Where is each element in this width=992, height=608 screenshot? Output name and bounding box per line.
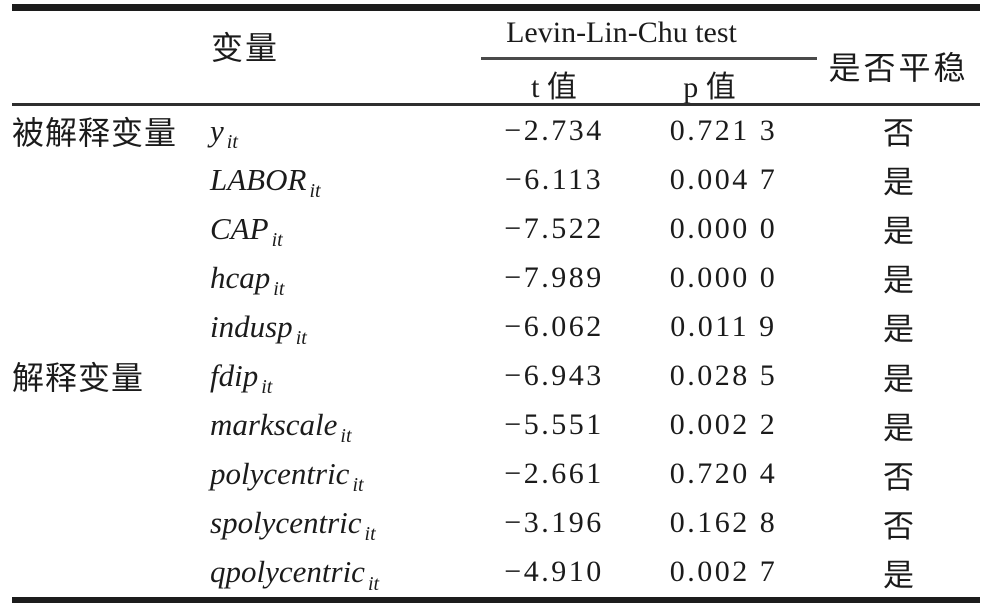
variable-subscript: it <box>271 228 283 251</box>
variable-cell: markscale it <box>210 407 478 446</box>
variable-cell: fdip it <box>210 358 478 397</box>
variable-subscript: it <box>352 474 364 497</box>
variable-name: CAP <box>210 210 269 246</box>
variable-name: polycentric <box>210 456 350 492</box>
p-value-cell: 0.002 7 <box>669 555 778 589</box>
t-value-cell: −6.062 <box>504 309 604 343</box>
variable-name: spolycentric <box>210 505 362 541</box>
variable-subscript: it <box>226 130 238 153</box>
variable-name: fdip <box>210 358 259 394</box>
p-value-cell: 0.028 5 <box>669 359 778 393</box>
variable-name: y <box>210 112 224 148</box>
t-value-cell: −4.910 <box>504 555 604 589</box>
table-row: qpolycentric it −4.910 0.002 7 是 <box>12 548 980 597</box>
t-value-cell: −7.522 <box>504 211 604 245</box>
variable-subscript: it <box>309 179 321 202</box>
t-value-cell: −2.661 <box>504 457 604 491</box>
category-cell: 解释变量 <box>12 360 145 397</box>
stationary-cell: 是 <box>883 410 914 446</box>
variable-cell: spolycentric it <box>210 505 478 544</box>
stationary-cell: 是 <box>883 312 914 348</box>
variable-cell: y it <box>210 112 478 152</box>
variable-cell: indusp it <box>210 308 478 348</box>
table-row: polycentric it −2.661 0.720 4 否 <box>12 450 980 499</box>
variable-subscript: it <box>273 278 285 301</box>
stationary-cell: 是 <box>883 263 914 299</box>
table-row: hcap it −7.989 0.000 0 是 <box>12 253 980 302</box>
table-row: markscale it −5.551 0.002 2 是 <box>12 401 980 450</box>
bottom-rule <box>12 597 980 603</box>
table-body: 被解释变量 y it −2.734 0.721 3 否 LABOR it −6.11… <box>12 106 980 597</box>
header-t-value: t 值 <box>531 71 577 104</box>
t-value-cell: −3.196 <box>504 506 604 540</box>
stationary-cell: 否 <box>883 508 914 544</box>
variable-name: hcap <box>210 259 271 295</box>
stationary-cell: 是 <box>883 214 914 250</box>
p-value-cell: 0.720 4 <box>669 457 778 491</box>
table-row: LABOR it −6.113 0.004 7 是 <box>12 155 980 204</box>
variable-subscript: it <box>295 327 307 350</box>
header-p-value: p 值 <box>683 71 736 104</box>
t-value-cell: −2.734 <box>504 113 604 147</box>
variable-name: LABOR <box>210 161 307 197</box>
variable-subscript: it <box>340 425 352 448</box>
variable-name: markscale <box>210 407 338 443</box>
variable-subscript: it <box>261 376 273 399</box>
variable-cell: polycentric it <box>210 456 478 495</box>
header-variable: 变量 <box>210 30 279 66</box>
category-cell: 被解释变量 <box>12 114 178 151</box>
t-value-cell: −5.551 <box>504 408 604 442</box>
table-row: 解释变量 fdip it −6.943 0.028 5 是 <box>12 351 980 400</box>
variable-subscript: it <box>367 572 380 595</box>
p-value-cell: 0.011 9 <box>670 309 777 343</box>
stationary-cell: 是 <box>883 557 914 593</box>
variable-cell: LABOR it <box>210 161 478 201</box>
table-row: spolycentric it −3.196 0.162 8 否 <box>12 499 980 548</box>
variable-name: indusp <box>210 308 293 344</box>
stationary-cell: 是 <box>883 361 914 397</box>
stationary-cell: 否 <box>883 116 914 152</box>
t-value-cell: −7.989 <box>504 260 604 294</box>
p-value-cell: 0.000 0 <box>669 211 778 245</box>
p-value-cell: 0.162 8 <box>669 506 778 540</box>
variable-cell: hcap it <box>210 259 478 299</box>
p-value-cell: 0.002 2 <box>669 408 778 442</box>
header-rule <box>12 103 980 106</box>
stationary-cell: 否 <box>883 459 914 495</box>
t-value-cell: −6.113 <box>504 162 604 196</box>
table-row: indusp it −6.062 0.011 9 是 <box>12 302 980 351</box>
table-row: 被解释变量 y it −2.734 0.721 3 否 <box>12 106 980 155</box>
variable-cell: qpolycentric it <box>210 554 478 593</box>
variable-name: qpolycentric <box>210 554 365 590</box>
header-levin-lin-chu-test: Levin-Lin-Chu test <box>506 16 737 49</box>
top-rule <box>12 4 980 11</box>
variable-subscript: it <box>364 523 376 546</box>
header-stationary: 是否平稳 <box>828 50 969 86</box>
p-value-cell: 0.004 7 <box>669 162 778 196</box>
t-value-cell: −6.943 <box>504 359 604 393</box>
stationary-cell: 是 <box>883 165 914 201</box>
levin-lin-chu-underline <box>481 57 817 60</box>
p-value-cell: 0.721 3 <box>669 113 778 147</box>
variable-cell: CAP it <box>210 210 478 250</box>
table-row: CAP it −7.522 0.000 0 是 <box>12 204 980 253</box>
p-value-cell: 0.000 0 <box>669 260 778 294</box>
